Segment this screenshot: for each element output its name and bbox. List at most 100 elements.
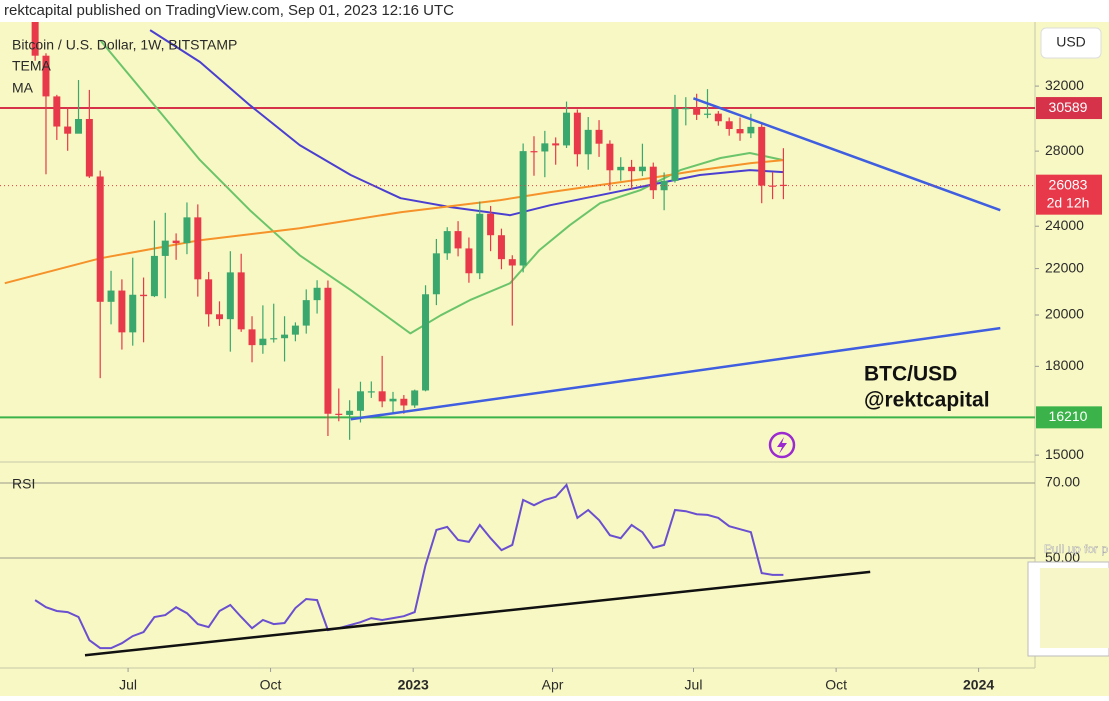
indicator-label: TEMA	[12, 58, 52, 74]
candle-body	[443, 231, 451, 254]
candle-body	[248, 329, 256, 346]
candle-body	[346, 410, 354, 415]
candle-body	[563, 112, 571, 146]
header: rektcapital published on TradingView.com…	[4, 2, 454, 19]
candle-body	[324, 287, 332, 414]
candle-body	[259, 338, 267, 346]
candle-body	[411, 390, 419, 406]
candle-body	[302, 300, 310, 326]
chart-background	[0, 22, 1109, 696]
candle-body	[400, 398, 408, 406]
candle-body	[541, 143, 549, 152]
candle-body	[172, 240, 180, 244]
candle-body	[497, 235, 505, 260]
candle-body	[758, 126, 766, 186]
rsi-trendline	[84, 570, 871, 657]
candle-body	[107, 290, 115, 302]
x-tick-label: 2024	[963, 677, 994, 693]
candle-body	[205, 279, 213, 315]
candle-body	[85, 118, 93, 177]
candle-body	[682, 108, 690, 110]
candle-body	[628, 166, 636, 172]
candle-body	[584, 129, 592, 155]
y-tick-label: 32000	[1045, 77, 1084, 93]
candle-body	[736, 129, 744, 134]
rsi-line	[34, 482, 784, 650]
currency-button[interactable]: USD	[1040, 27, 1102, 59]
candle-body	[649, 166, 657, 191]
video-overlay: Pull up for p	[1027, 542, 1109, 657]
candle-body	[703, 113, 711, 115]
level-label-box	[1036, 406, 1102, 429]
candle-body	[226, 272, 234, 320]
candle-body	[508, 259, 516, 266]
candle-body	[75, 118, 83, 134]
candle-body	[432, 253, 440, 295]
axes: 15000 18000 20000 22000 24000 28000 32000 Jul Oc…	[119, 77, 1102, 693]
candle-body	[291, 325, 299, 335]
x-tick-label: Jul	[685, 677, 703, 693]
candle-body	[31, 22, 39, 56]
candle-body	[215, 314, 223, 320]
y-tick-label: 28000	[1045, 142, 1084, 158]
x-tick-label: 2023	[398, 677, 429, 693]
currency-label[interactable]: USD	[1056, 34, 1086, 50]
candle-body	[552, 143, 560, 146]
moving-average	[99, 39, 784, 335]
logo-icon	[768, 431, 796, 459]
candle-body	[606, 143, 614, 171]
level-label: 16210	[1049, 408, 1088, 424]
rsi-label: RSI	[12, 476, 35, 492]
y-tick-label: 20000	[1045, 306, 1084, 322]
x-tick-label: Oct	[260, 677, 282, 693]
rsi-tick-label: 70.00	[1045, 474, 1080, 490]
x-tick-label: Apr	[542, 677, 564, 693]
candle-body	[150, 255, 158, 297]
candle-body	[64, 126, 72, 134]
candle-body	[140, 294, 148, 297]
candle-body	[96, 176, 104, 302]
level-label: 30589	[1049, 99, 1088, 115]
watermark: BTC/USD	[864, 363, 957, 386]
candle-body	[693, 108, 701, 115]
candle-body	[530, 151, 538, 153]
candle-body	[747, 126, 755, 134]
candle-body	[638, 166, 646, 172]
trendline	[350, 326, 1001, 421]
thumbnail-image	[1040, 568, 1109, 648]
candle-body	[335, 413, 343, 415]
candle-body	[281, 334, 289, 339]
currency-button-box[interactable]	[1040, 27, 1102, 59]
price-pane	[0, 22, 1035, 440]
level-label-box	[1036, 97, 1102, 120]
y-tick-label: 24000	[1045, 217, 1084, 233]
candle-body	[725, 121, 733, 130]
y-tick-label: 22000	[1045, 259, 1084, 275]
candle-body	[161, 240, 169, 256]
overlay-text: Pull up for p	[1044, 542, 1108, 556]
trendline	[692, 97, 1001, 212]
candle-body	[367, 391, 375, 393]
candle-body	[422, 294, 430, 391]
candle-body	[519, 151, 527, 266]
candle-body	[595, 129, 603, 144]
y-tick-label: 15000	[1045, 446, 1084, 462]
watermark: @rektcapital	[864, 389, 990, 412]
rsi-pane	[0, 482, 1035, 657]
candle-body	[617, 166, 625, 171]
x-tick-label: Jul	[119, 677, 137, 693]
candle-body	[389, 398, 397, 402]
indicator-label: MA	[12, 80, 34, 96]
candle-body	[378, 391, 386, 402]
candle-body	[118, 290, 126, 333]
candle-body	[487, 213, 495, 236]
candle-body	[270, 338, 278, 340]
last-price-label: 26083	[1049, 176, 1088, 192]
header-bar	[0, 0, 1109, 22]
countdown: 2d 12h	[1047, 194, 1090, 210]
candle-body	[671, 108, 679, 181]
x-tick-label: Oct	[825, 677, 847, 693]
candle-body	[779, 184, 787, 186]
candle-body	[313, 287, 321, 301]
